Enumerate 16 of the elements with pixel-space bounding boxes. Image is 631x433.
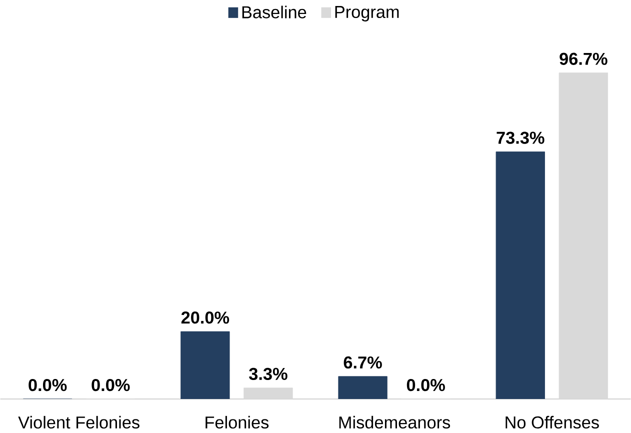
data-label: 0.0%	[28, 378, 67, 391]
bar	[244, 388, 293, 399]
x-tick-label: Violent Felonies	[18, 416, 140, 428]
data-label: 73.3%	[496, 132, 544, 144]
data-label: 0.0%	[406, 378, 445, 391]
x-tick-label: No Offenses	[506, 416, 599, 428]
x-tick-label: Felonies	[206, 416, 269, 428]
bar	[558, 72, 608, 399]
data-label: 6.7%	[344, 356, 382, 368]
data-label: 3.3%	[249, 368, 288, 380]
legend-label: Baseline	[242, 6, 306, 18]
x-tick-label: Misdemeanors	[339, 416, 450, 428]
data-label: 96.7%	[560, 52, 608, 65]
data-label: 20.0%	[181, 311, 230, 324]
legend-label: Program	[335, 6, 399, 22]
data-label: 0.0%	[92, 378, 130, 391]
